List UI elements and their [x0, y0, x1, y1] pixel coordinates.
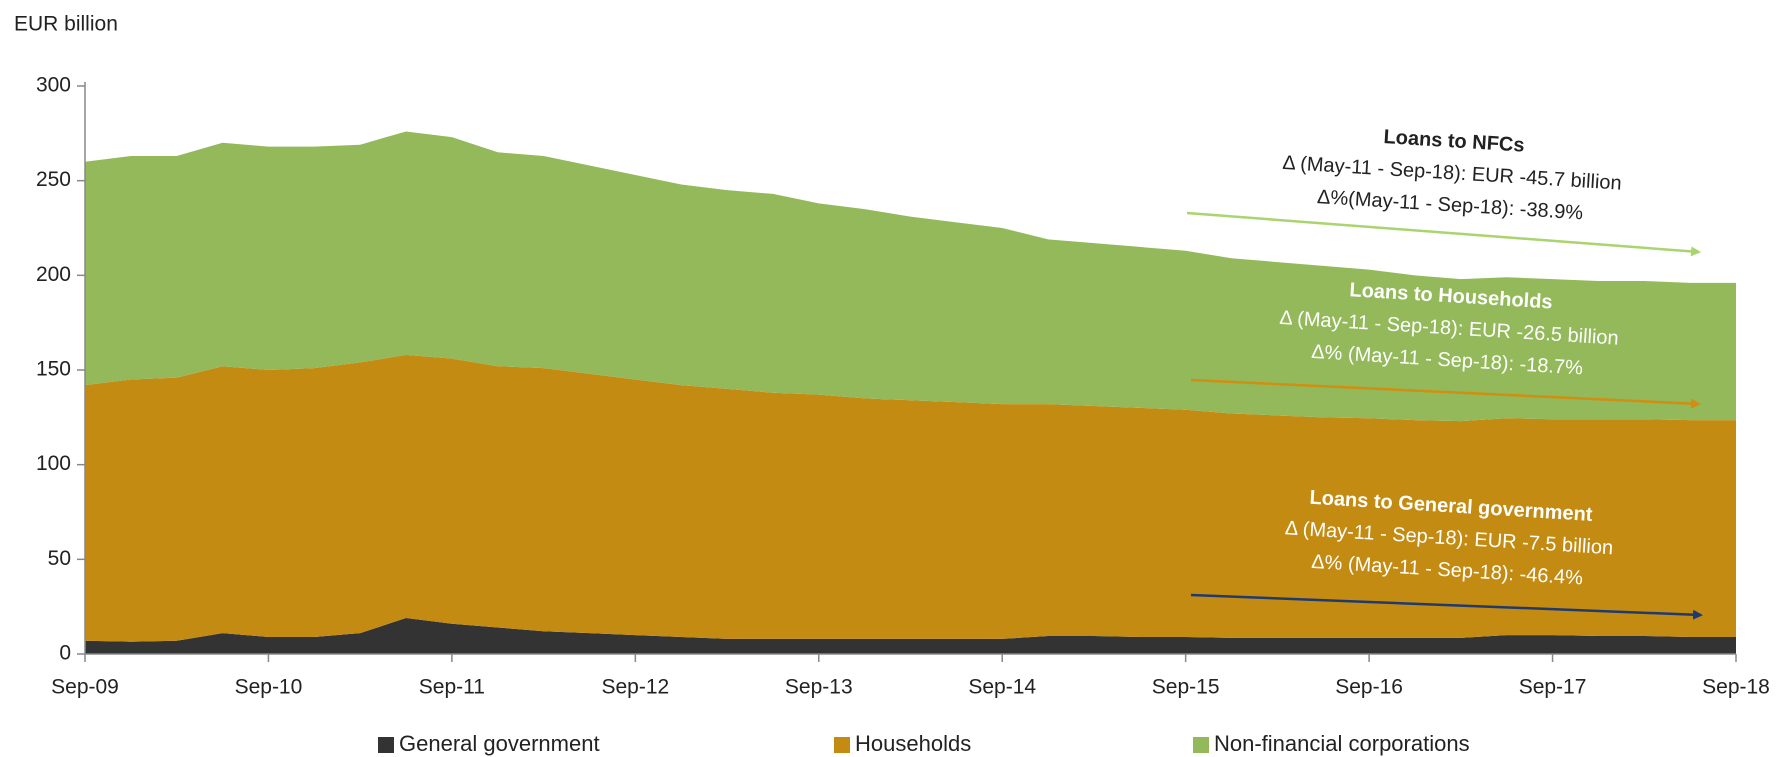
y-tick-label: 100	[36, 452, 71, 475]
y-tick-label: 200	[36, 263, 71, 286]
area	[85, 354, 1736, 642]
legend-label: General government	[399, 731, 600, 756]
legend-swatch	[378, 737, 394, 753]
y-tick-label: 250	[36, 168, 71, 191]
x-tick-label: Sep-11	[419, 676, 485, 699]
annotation-text: Δ%(May-11 - Sep-18): -38.9%	[1316, 186, 1583, 224]
y-tick-label: 150	[36, 358, 71, 381]
x-tick-label: Sep-16	[1335, 676, 1403, 699]
annotation-arrow	[1186, 211, 1701, 257]
area	[85, 131, 1736, 422]
annotation-arrow	[1190, 593, 1703, 620]
y-tick-label: 0	[59, 642, 71, 665]
x-tick-label: Sep-12	[601, 676, 669, 699]
y-tick-label: 50	[48, 547, 71, 570]
x-tick-label: Sep-18	[1702, 676, 1770, 699]
y-axis-label: EUR billion	[14, 13, 118, 36]
legend-label: Non-financial corporations	[1214, 731, 1470, 756]
area	[85, 618, 1736, 654]
x-tick-label: Sep-09	[51, 676, 119, 699]
x-tick-label: Sep-13	[785, 676, 853, 699]
legend-label: Households	[855, 731, 971, 756]
x-tick-label: Sep-15	[1152, 676, 1220, 699]
y-tick-label: 300	[36, 74, 71, 97]
legend-swatch	[834, 737, 850, 753]
legend-swatch	[1193, 737, 1209, 753]
x-tick-label: Sep-10	[235, 676, 303, 699]
annotation-title: Loans to NFCs	[1383, 126, 1525, 157]
x-tick-label: Sep-14	[968, 676, 1036, 699]
annotation-arrow	[1190, 378, 1701, 409]
x-tick-label: Sep-17	[1519, 676, 1587, 699]
